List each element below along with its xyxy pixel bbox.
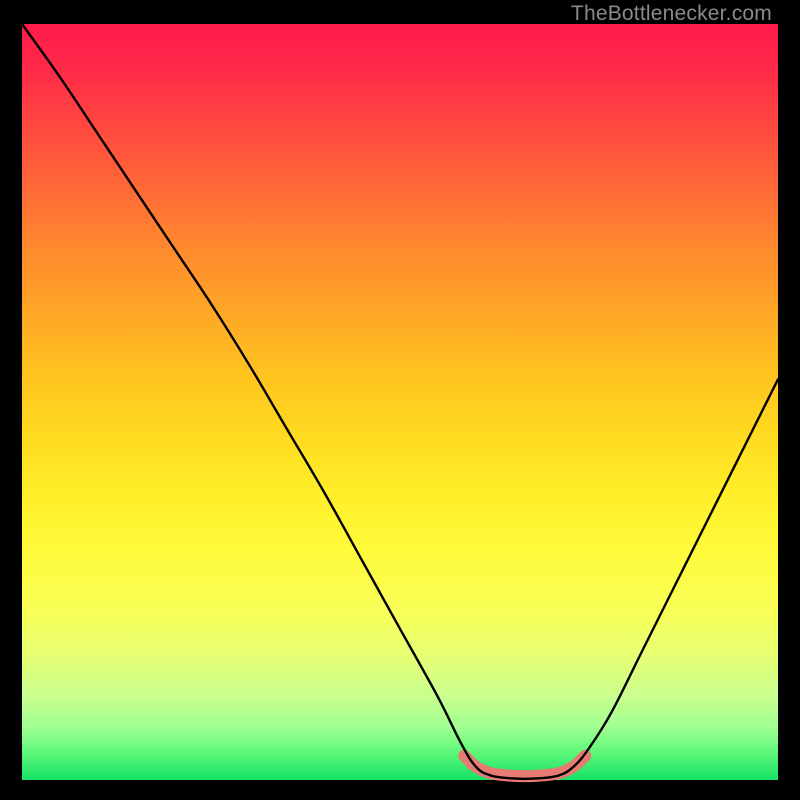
chart-gradient-background <box>22 24 778 780</box>
chart-svg <box>0 0 800 800</box>
bottleneck-chart: TheBottlenecker.com <box>0 0 800 800</box>
attribution-text: TheBottlenecker.com <box>571 2 772 26</box>
